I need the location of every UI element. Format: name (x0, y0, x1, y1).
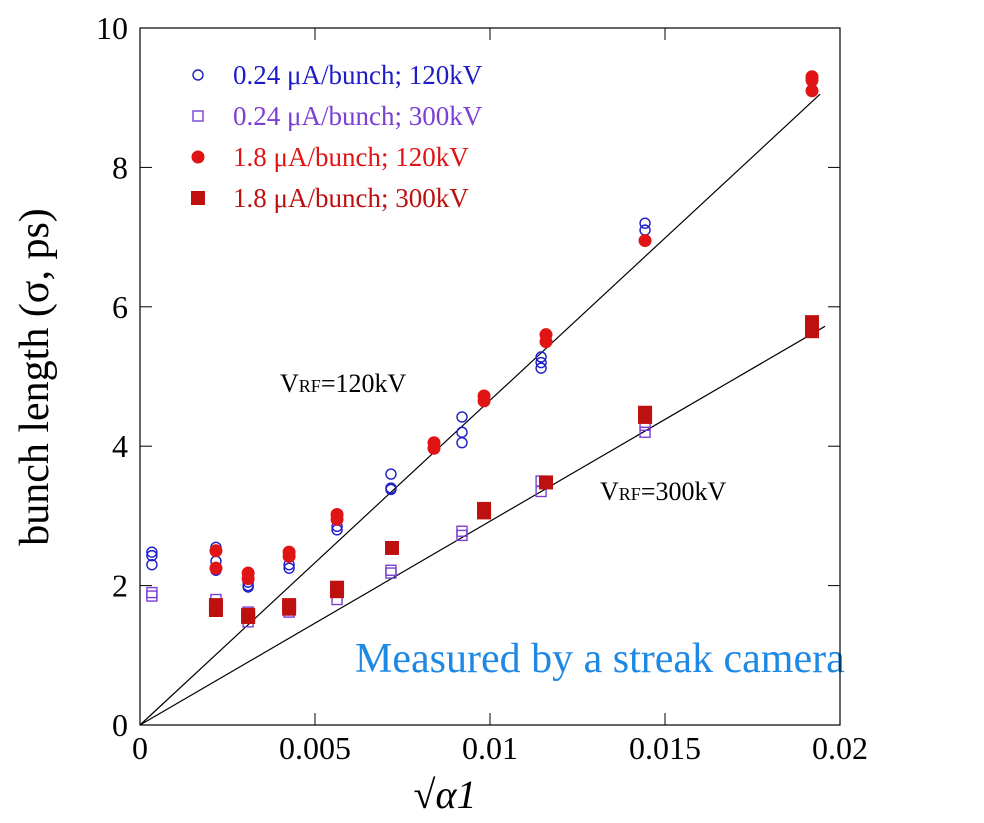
point (639, 224, 651, 236)
annotation-part: Measured by a streak camera (355, 636, 845, 682)
point (456, 411, 468, 423)
y-tick-label: 0 (112, 707, 128, 743)
point (456, 437, 468, 449)
point (805, 324, 819, 339)
legend-marker (192, 69, 204, 81)
annotation-part: V (280, 369, 299, 398)
legend-marker (191, 191, 205, 205)
y-tick-label: 4 (112, 428, 128, 464)
annotation-part: =120kV (321, 369, 407, 398)
legend-marker (192, 110, 204, 122)
legend-label: 1.8 μA/bunch; 120kV (233, 142, 469, 172)
x-tick-label: 0.02 (812, 730, 868, 766)
x-tick-label: 0 (132, 730, 148, 766)
point (456, 529, 468, 542)
point (209, 561, 223, 575)
y-tick-label: 6 (112, 289, 128, 325)
point (477, 505, 492, 520)
x-tick-label: 0.005 (279, 730, 351, 766)
annotation: VRF=120kV (280, 369, 406, 398)
point (456, 525, 468, 537)
point (539, 475, 553, 490)
point (456, 426, 468, 438)
point (539, 335, 553, 349)
point (208, 602, 223, 617)
annotation: VRF=300kV (600, 477, 726, 506)
annotation-part: RF (619, 484, 641, 504)
legend-label: 1.8 μA/bunch; 300kV (233, 183, 469, 213)
annotation-part: RF (299, 376, 321, 396)
y-tick-label: 2 (112, 568, 128, 604)
annotation-part: =300kV (641, 477, 727, 506)
point (330, 512, 344, 526)
point (385, 483, 397, 496)
y-axis-label: bunch length (σ, ps) (12, 208, 58, 546)
annotation: Measured by a streak camera (355, 636, 845, 682)
point (241, 609, 256, 624)
point (283, 562, 295, 574)
y-tick-label: 8 (112, 149, 128, 185)
point (385, 540, 399, 555)
point (282, 601, 297, 616)
point (638, 234, 652, 248)
point (477, 394, 491, 408)
point (330, 584, 345, 599)
x-tick-label: 0.01 (462, 730, 518, 766)
point (385, 567, 397, 579)
legend-label: 0.24 μA/bunch; 300kV (233, 101, 483, 131)
fit-line (139, 325, 826, 726)
y-tick-label: 10 (96, 10, 128, 46)
point (241, 572, 255, 586)
legend-marker (191, 150, 205, 164)
point (535, 362, 547, 374)
point (146, 558, 158, 571)
legend-label: 0.24 μA/bunch; 120kV (233, 60, 483, 90)
annotation-part: V (600, 477, 619, 506)
point (146, 586, 158, 599)
point (209, 544, 223, 558)
point (385, 468, 397, 480)
point (282, 549, 296, 563)
point (385, 564, 397, 576)
x-axis-label: √α1 (414, 772, 477, 817)
point (639, 217, 651, 229)
point (146, 549, 158, 562)
point (427, 441, 441, 455)
point (639, 426, 651, 438)
x-tick-label: 0.015 (629, 730, 701, 766)
point (146, 546, 158, 558)
point (535, 356, 547, 369)
point (638, 409, 653, 424)
point (146, 590, 158, 602)
point (805, 84, 819, 98)
point (535, 351, 547, 363)
